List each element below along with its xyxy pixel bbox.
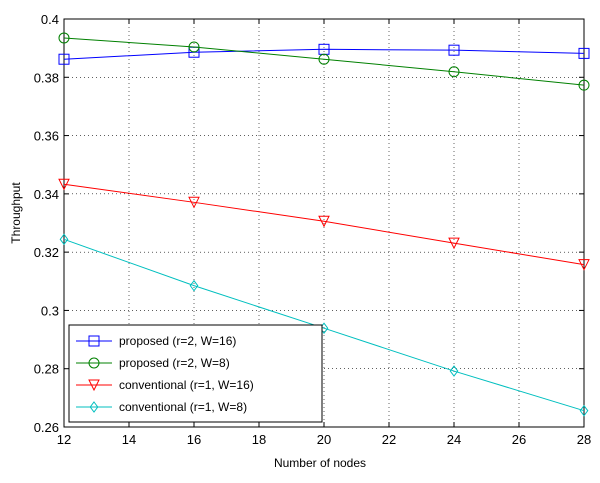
legend-marker <box>88 357 100 369</box>
x-tick-label: 16 <box>187 432 201 447</box>
legend-label: conventional (r=1, W=16) <box>119 378 254 392</box>
y-tick-label: 0.4 <box>41 12 59 27</box>
series-line <box>63 183 585 266</box>
legend-label: proposed (r=2, W=16) <box>119 334 236 348</box>
x-tick-label: 24 <box>447 432 461 447</box>
series-line <box>63 238 585 412</box>
data-point <box>58 53 70 65</box>
series-line <box>63 37 585 86</box>
data-point <box>448 44 460 56</box>
tick-labels: 12 14 16 18 20 22 24 26 28 0.26 0.28 0.3 0.32 0.34 0.3… <box>34 12 592 447</box>
data-point <box>578 47 590 59</box>
y-tick-label: 0.38 <box>34 70 59 85</box>
data-point <box>188 41 200 53</box>
series-3 <box>58 178 590 271</box>
y-axis-label: Throughput <box>9 182 23 244</box>
data-point <box>318 53 330 65</box>
legend-marker <box>88 379 100 392</box>
x-tick-label: 14 <box>122 432 136 447</box>
x-tick-label: 20 <box>317 432 331 447</box>
legend-marker <box>88 335 100 347</box>
data-point <box>448 237 460 250</box>
legend-entry: proposed (r=2, W=8) <box>76 356 230 370</box>
data-point <box>189 279 199 292</box>
data-point <box>58 178 70 191</box>
data-point <box>59 233 69 246</box>
x-axis-label: Number of nodes <box>274 456 366 470</box>
data-point <box>318 215 330 228</box>
x-tick-label: 26 <box>512 432 526 447</box>
data-point <box>58 32 70 44</box>
y-tick-label: 0.36 <box>34 129 59 144</box>
data-point <box>579 404 589 417</box>
data-point <box>449 365 459 377</box>
legend-entry: proposed (r=2, W=16) <box>76 334 236 348</box>
x-tick-label: 18 <box>252 432 266 447</box>
series-line <box>63 48 585 60</box>
legend-marker <box>89 401 99 413</box>
legend-entry: conventional (r=1, W=8) <box>76 400 247 414</box>
x-tick-label: 22 <box>382 432 396 447</box>
y-tick-label: 0.26 <box>34 420 59 435</box>
axis-ticks <box>63 18 585 428</box>
y-tick-label: 0.3 <box>41 303 59 318</box>
legend-entry: conventional (r=1, W=16) <box>76 378 254 392</box>
data-point <box>578 79 590 91</box>
y-tick-label: 0.28 <box>34 362 59 377</box>
data-point <box>188 196 200 209</box>
series-2 <box>58 32 590 91</box>
data-series <box>58 32 590 417</box>
x-tick-label: 28 <box>577 432 591 447</box>
y-tick-label: 0.32 <box>34 245 59 260</box>
legend-label: proposed (r=2, W=8) <box>119 356 230 370</box>
data-point <box>578 259 590 271</box>
x-tick-label: 12 <box>57 432 71 447</box>
legend-label: conventional (r=1, W=8) <box>119 400 247 414</box>
data-point <box>448 66 460 78</box>
y-tick-label: 0.34 <box>34 187 59 202</box>
legend: proposed (r=2, W=16) proposed (r=2, W=8) c… <box>68 324 323 423</box>
